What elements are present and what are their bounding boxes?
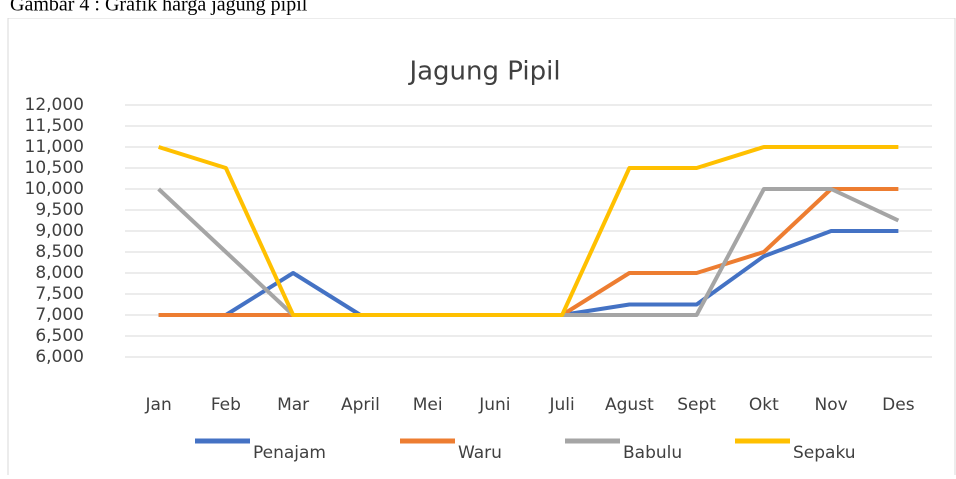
y-tick-label: 7,000 bbox=[35, 305, 84, 325]
x-tick-label: Agust bbox=[605, 395, 654, 415]
series-line bbox=[158, 145, 899, 317]
legend-label: Waru bbox=[458, 443, 502, 463]
y-tick-label: 6,000 bbox=[35, 347, 84, 367]
legend-label: Babulu bbox=[623, 443, 682, 463]
x-tick-label: April bbox=[341, 395, 380, 415]
chart-title: Jagung Pipil bbox=[407, 57, 560, 87]
y-tick-label: 11,500 bbox=[25, 116, 84, 136]
y-tick-label: 8,000 bbox=[35, 263, 84, 283]
x-tick-label: Okt bbox=[749, 395, 779, 415]
caption-bg bbox=[0, 0, 956, 18]
x-tick-label: Sept bbox=[677, 395, 716, 415]
legend-label: Sepaku bbox=[793, 443, 856, 463]
y-tick-label: 7,500 bbox=[35, 284, 84, 304]
x-tick-label: Nov bbox=[815, 395, 848, 415]
x-tick-label: Mar bbox=[277, 395, 309, 415]
y-tick-label: 6,500 bbox=[35, 326, 84, 346]
y-tick-label: 8,500 bbox=[35, 242, 84, 262]
x-tick-label: Jan bbox=[145, 395, 172, 415]
x-tick-label: Juni bbox=[478, 395, 510, 415]
chart-frame bbox=[7, 17, 956, 479]
y-tick-label: 9,000 bbox=[35, 221, 84, 241]
x-tick-label: Mei bbox=[413, 395, 443, 415]
y-tick-label: 10,500 bbox=[25, 158, 84, 178]
x-tick-label: Feb bbox=[211, 395, 241, 415]
y-tick-label: 11,000 bbox=[25, 137, 84, 157]
y-tick-label: 12,000 bbox=[25, 95, 84, 115]
caption: Gambar 4 : Grafik harga jagung pipil bbox=[10, 0, 308, 16]
legend-label: Penajam bbox=[253, 443, 326, 463]
x-tick-label: Juli bbox=[549, 395, 575, 415]
y-tick-label: 9,500 bbox=[35, 200, 84, 220]
x-tick-label: Des bbox=[882, 395, 915, 415]
y-tick-label: 10,000 bbox=[25, 179, 84, 199]
